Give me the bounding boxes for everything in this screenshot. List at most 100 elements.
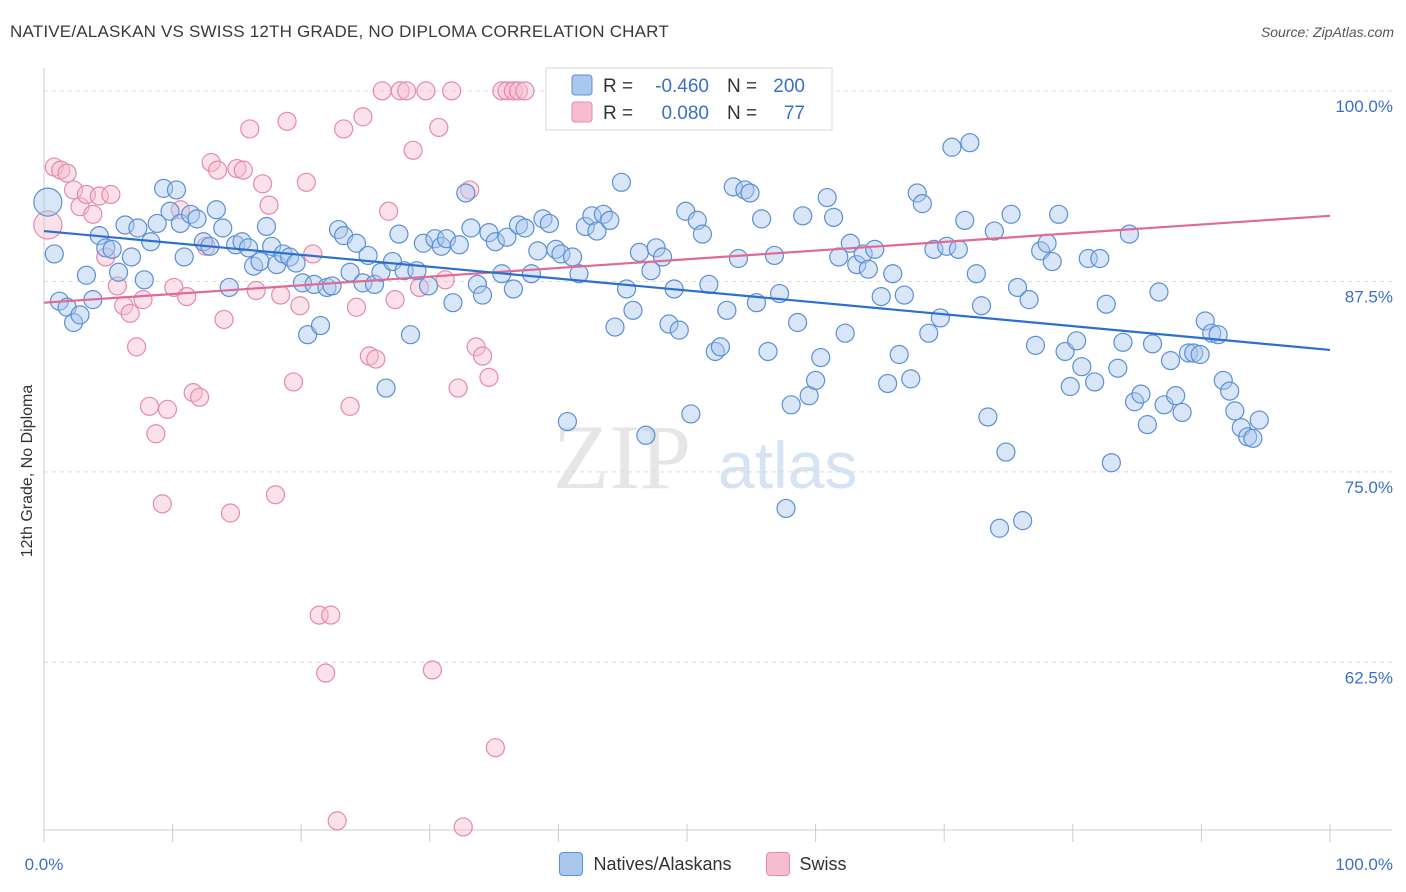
natives-point [1019,290,1039,310]
swiss-point [515,81,535,101]
swiss-point [479,367,499,387]
natives-point [33,187,63,217]
natives-point [623,300,643,320]
natives-point [63,312,84,333]
series-legend: Natives/Alaskans Swiss [0,852,1406,876]
natives-point [847,254,867,275]
n-value: 77 [784,103,805,124]
natives-point [600,210,620,230]
natives-point [1101,453,1121,473]
natives-point [889,344,909,365]
natives-point [919,323,939,343]
natives-point [256,216,277,237]
natives-points [33,133,1269,538]
natives-point [883,264,903,284]
natives-point [1119,224,1139,244]
natives-point [1190,344,1210,365]
natives-point [389,224,409,244]
swiss-point [101,184,121,205]
swiss-point [201,152,221,173]
natives-point [966,264,986,284]
natives-point [575,216,596,237]
swiss-point [227,158,247,179]
natives-point [758,341,778,362]
swiss-point [214,309,234,330]
natives-point [497,227,517,247]
natives-point [1213,370,1233,391]
natives-point [735,180,755,200]
swiss-point [208,160,228,180]
natives-point [472,285,493,305]
natives-point [865,239,885,259]
natives-point [1001,204,1021,224]
natives-point [948,239,968,259]
swiss-point [485,738,505,758]
swiss-point [283,372,304,392]
natives-point [456,183,476,203]
swiss-point [170,200,190,220]
natives-point [485,232,505,252]
source-credit: Source: ZipAtlas.com [1260,24,1394,40]
r-value: 0.080 [661,103,709,124]
natives-point [521,264,541,284]
natives-point [310,315,331,336]
r-label: R = [603,76,633,97]
natives-point [467,274,487,295]
natives-point [811,347,831,368]
natives-point [557,411,578,432]
swiss-points [33,81,535,837]
natives-point [400,325,421,345]
natives-point [1184,343,1204,363]
natives-point [587,221,607,241]
stats-swatch [571,101,593,123]
swiss-trend-line [43,214,1331,304]
natives-point [817,187,837,208]
natives-point [723,177,743,197]
natives-point [70,305,90,325]
natives-point [1042,251,1062,272]
natives-point [636,425,656,445]
swiss-point [435,270,455,290]
natives-point [1124,392,1145,412]
natives-point [1243,428,1263,448]
natives-point [528,241,548,261]
swiss-point [233,160,253,180]
watermark-atlas: atlas [718,428,857,502]
natives-point [605,317,625,337]
natives-point [1007,277,1028,298]
natives-point [1067,331,1087,351]
swiss-point [139,396,160,416]
stats-legend-frame [545,67,833,131]
natives-point [1085,372,1105,392]
natives-point [764,245,785,266]
natives-point [1096,294,1116,314]
swiss-point [321,605,341,625]
natives-point [1072,357,1092,377]
natives-point [907,183,927,203]
swiss-point [290,296,310,316]
natives-point [616,279,637,299]
natives-point [740,183,760,203]
natives-point [629,242,650,263]
natives-point [503,279,523,299]
swiss-point [146,424,166,444]
natives-point [108,262,129,282]
swiss-point [492,81,512,101]
swiss-point [83,204,103,224]
natives-point [971,296,992,316]
swiss-point [126,337,147,357]
swiss-point [390,81,410,101]
x-tick-label: 100.0% [1335,855,1393,874]
natives-point [960,133,980,153]
natives-point [102,239,122,259]
natives-point [1113,332,1133,352]
swiss-point [403,140,423,160]
natives-point [443,293,463,313]
natives-point [328,219,349,240]
swiss-swatch [765,852,790,876]
y-tick-label: 62.5% [1345,668,1393,687]
trend-lines [43,214,1331,352]
r-label: R = [603,103,633,124]
natives-point [835,323,855,343]
natives-point [1013,511,1033,531]
